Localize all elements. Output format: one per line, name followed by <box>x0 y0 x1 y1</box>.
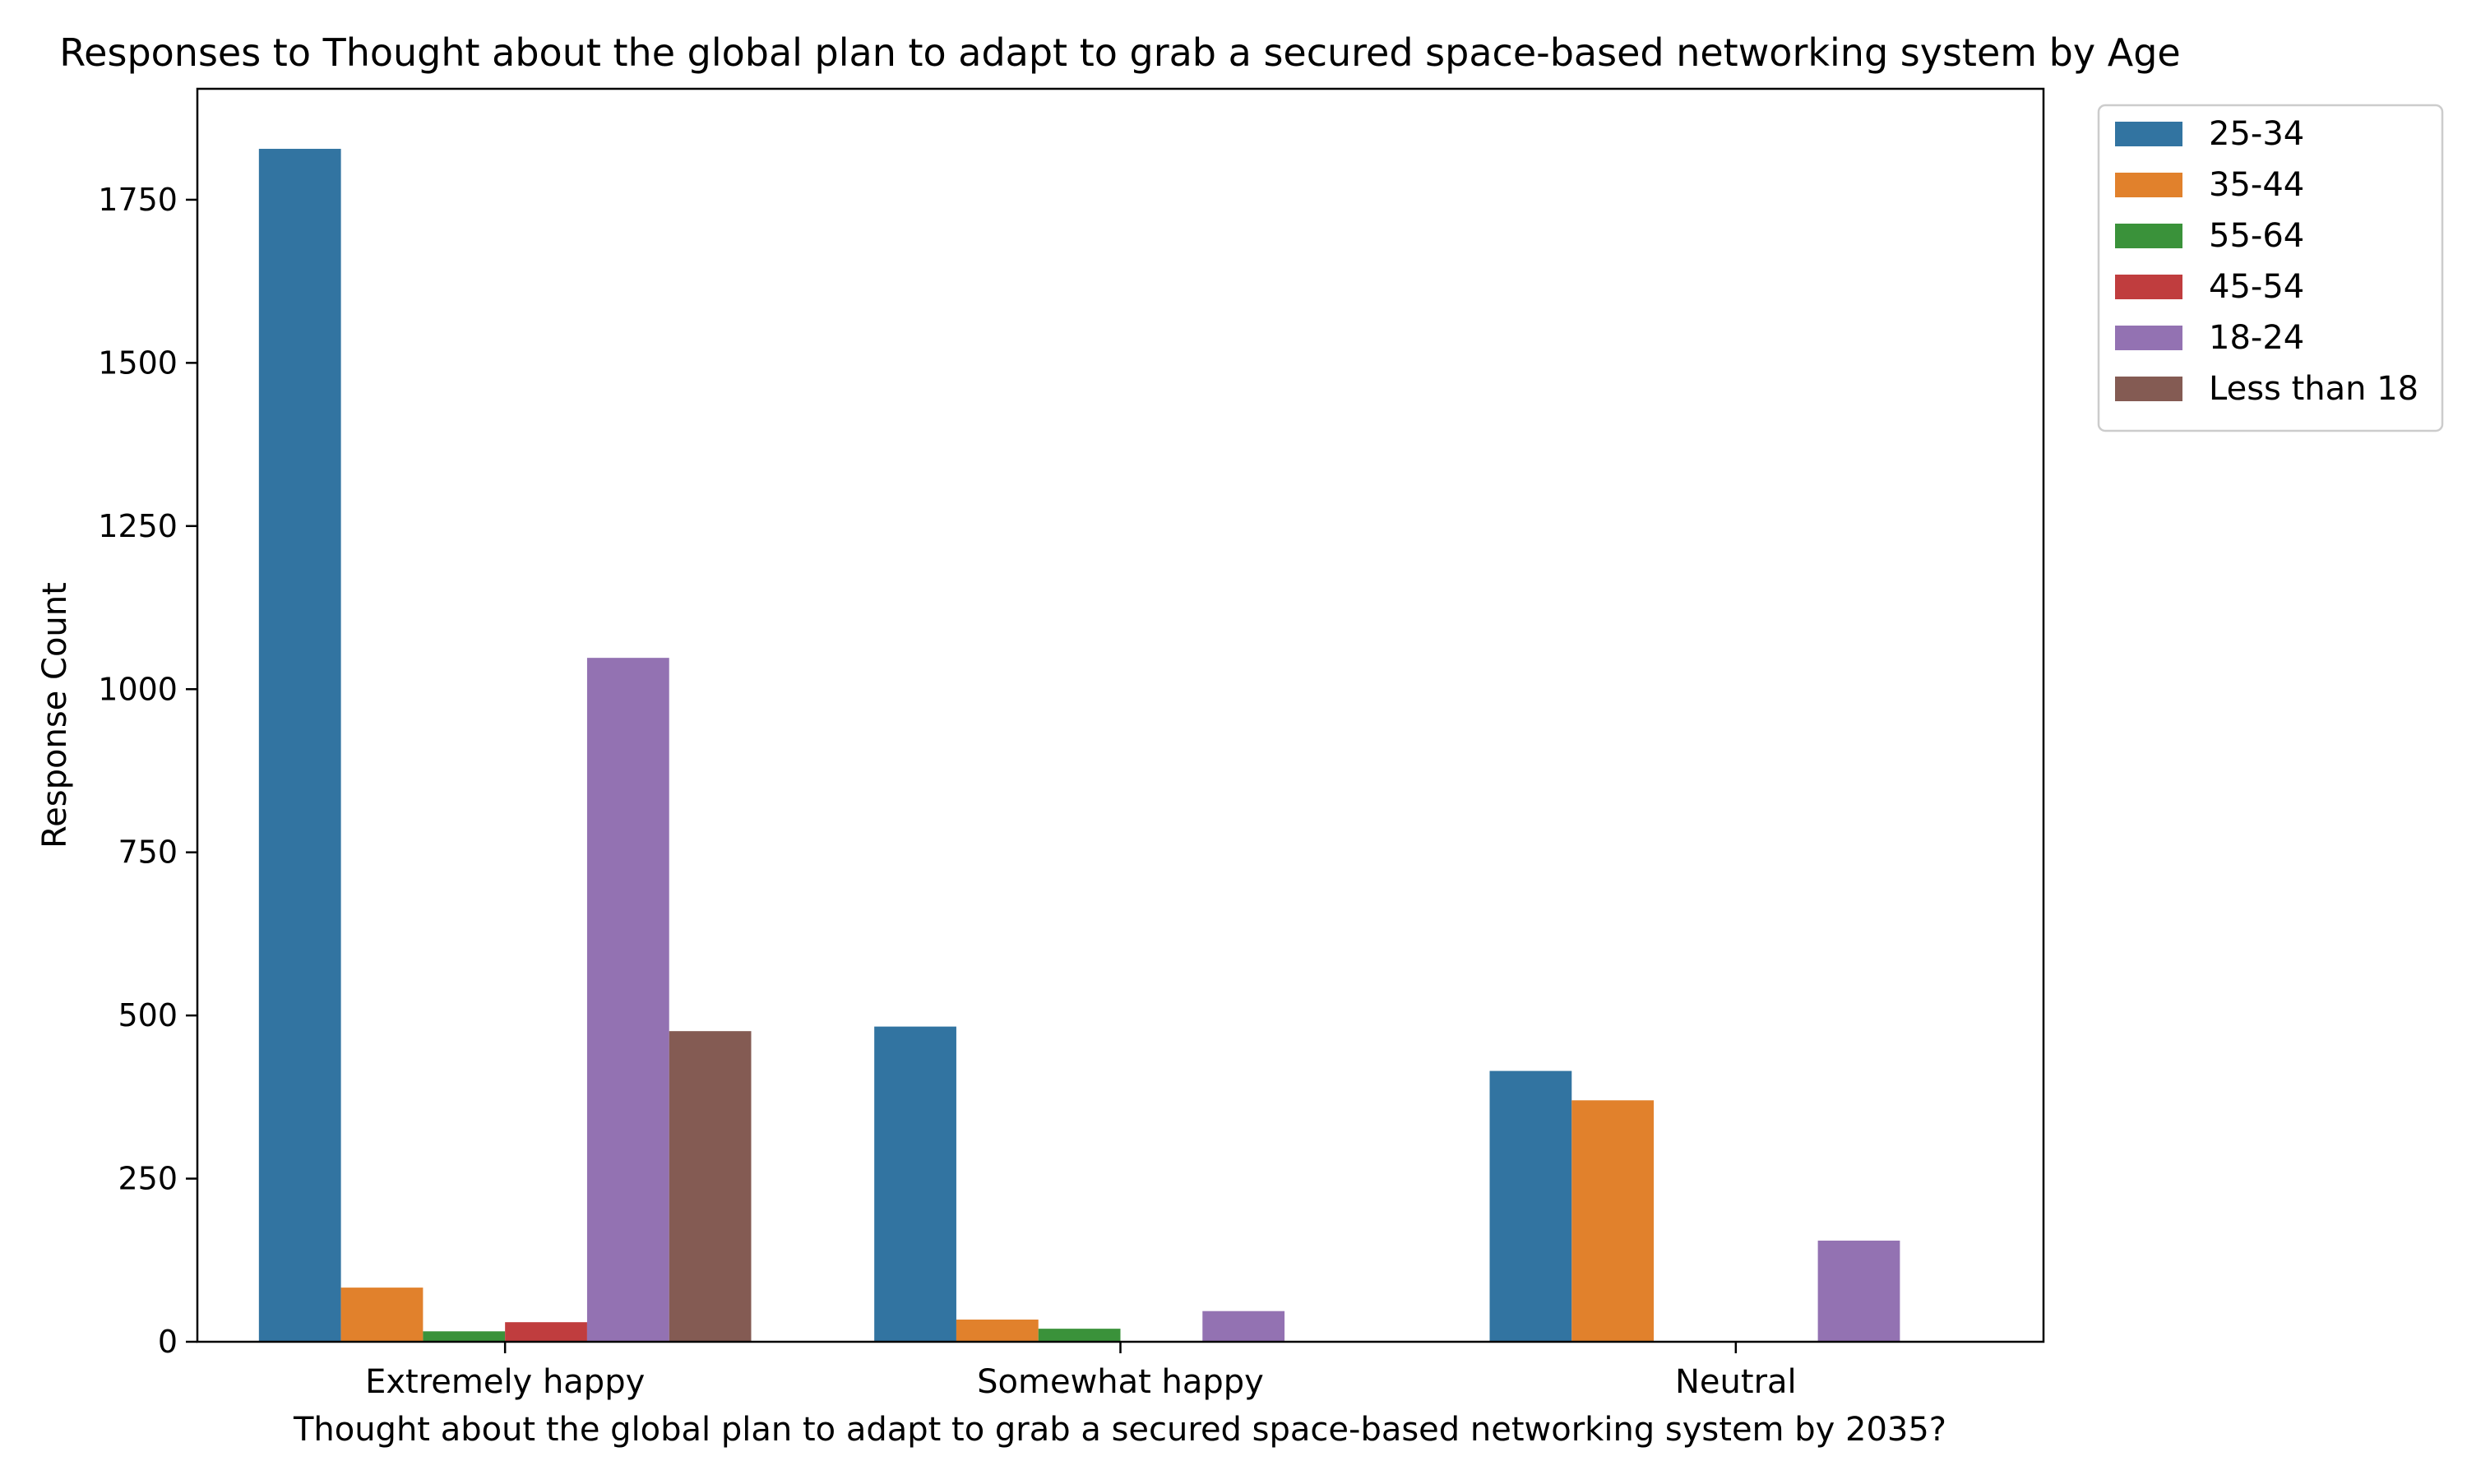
legend: 25-34 35-44 55-64 45-54 18-24 Less than 18 <box>2097 104 2444 432</box>
bar-45-54-extremely-happy <box>505 1322 587 1342</box>
y-tick-label: 1250 <box>98 508 178 544</box>
legend-label: 45-54 <box>2209 268 2304 306</box>
plot-frame <box>196 87 2045 1343</box>
bar-35-44-extremely-happy <box>340 1288 424 1342</box>
y-tick-label: 250 <box>118 1161 178 1197</box>
legend-label: 35-44 <box>2209 166 2304 204</box>
legend-swatch <box>2115 377 2182 401</box>
y-tick-label: 1000 <box>98 671 178 707</box>
legend-swatch <box>2115 224 2182 248</box>
bar-35-44-neutral <box>1571 1100 1655 1342</box>
legend-label: 25-34 <box>2209 115 2304 153</box>
legend-label: 55-64 <box>2209 217 2304 255</box>
y-axis: 0 250 500 750 1000 1250 1500 1750 <box>98 182 197 1360</box>
x-tick-label: Extremely happy <box>365 1363 645 1401</box>
bar-18-24-somewhat-happy <box>1202 1311 1285 1342</box>
bar-25-34-neutral <box>1489 1070 1572 1342</box>
legend-swatch <box>2115 122 2182 146</box>
chart-title: Responses to Thought about the global pl… <box>59 30 2180 75</box>
bar-18-24-extremely-happy <box>586 658 669 1342</box>
legend-label: Less than 18 <box>2209 370 2418 408</box>
bar-less-than-18-extremely-happy <box>669 1031 752 1342</box>
legend-swatch <box>2115 173 2182 197</box>
y-tick-label: 750 <box>118 834 178 871</box>
bar-35-44-somewhat-happy <box>956 1320 1039 1342</box>
y-tick-label: 1750 <box>98 182 178 218</box>
legend-label: 18-24 <box>2209 319 2304 357</box>
x-axis: Extremely happy Somewhat happy Neutral <box>365 1342 1797 1401</box>
bars-layer <box>258 149 1900 1342</box>
bar-25-34-somewhat-happy <box>874 1026 956 1342</box>
bar-25-34-extremely-happy <box>258 149 341 1342</box>
y-tick-label: 1500 <box>98 344 178 381</box>
x-tick-label: Neutral <box>1675 1363 1797 1401</box>
legend-swatch <box>2115 275 2182 299</box>
x-axis-label: Thought about the global plan to adapt t… <box>293 1411 1946 1449</box>
bar-55-64-somewhat-happy <box>1038 1329 1121 1342</box>
y-tick-label: 500 <box>118 997 178 1033</box>
y-axis-label: Response Count <box>36 582 74 848</box>
x-tick-label: Somewhat happy <box>977 1363 1264 1401</box>
legend-swatch <box>2115 326 2182 350</box>
bar-55-64-extremely-happy <box>423 1331 506 1342</box>
y-tick-label: 0 <box>158 1324 178 1360</box>
bar-18-24-neutral <box>1817 1240 1900 1342</box>
legend-box <box>2097 104 2444 432</box>
